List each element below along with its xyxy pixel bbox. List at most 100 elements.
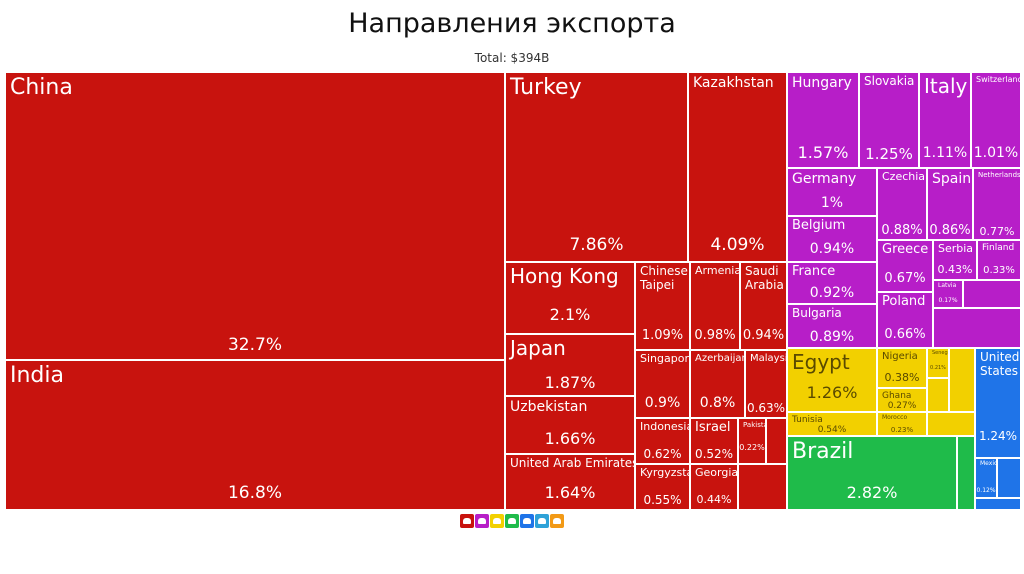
tile-azerbaijan[interactable]: Azerbaijan 0.8% xyxy=(690,350,745,418)
tile-senegal[interactable]: Senegal 0.21% xyxy=(927,348,949,378)
tile-uzbekistan[interactable]: Uzbekistan 1.66% xyxy=(505,396,635,454)
tile-label: Slovakia xyxy=(864,74,915,88)
tile-minor-6[interactable] xyxy=(927,378,949,412)
tile-czechia[interactable]: Czechia 0.88% xyxy=(877,168,927,240)
tile-minor-8[interactable] xyxy=(957,436,975,510)
south-america-icon[interactable] xyxy=(505,514,519,528)
tile-label: Spain xyxy=(932,171,972,187)
tile-label: United Arab Emirates xyxy=(510,456,635,470)
chart-total: Total: $394B xyxy=(474,51,550,65)
tile-value: 0.94% xyxy=(809,241,855,257)
north-america-icon[interactable] xyxy=(520,514,534,528)
tile-label: Greece xyxy=(882,242,929,257)
tile-belgium[interactable]: Belgium 0.94% xyxy=(787,216,877,262)
tile-bulgaria[interactable]: Bulgaria 0.89% xyxy=(787,304,877,348)
tile-label: Armenia xyxy=(695,264,740,277)
tile-value: 0.17% xyxy=(938,297,958,304)
tile-ghana[interactable]: Ghana 0.27% xyxy=(877,388,927,412)
tile-hong-kong[interactable]: Hong Kong 2.1% xyxy=(505,262,635,334)
asia-icon[interactable] xyxy=(460,514,474,528)
tile-label: Italy xyxy=(924,74,968,98)
tile-label: Finland xyxy=(982,243,1015,253)
oceania-icon[interactable] xyxy=(535,514,549,528)
tile-singapore[interactable]: Singapore 0.9% xyxy=(635,350,690,418)
tile-label: Turkey xyxy=(510,75,582,100)
tile-saudi-arabia[interactable]: Saudi Arabia 0.94% xyxy=(740,262,787,350)
tile-label: Czechia xyxy=(882,170,926,183)
tile-value: 0.67% xyxy=(884,271,926,286)
tile-spain[interactable]: Spain 0.86% xyxy=(927,168,973,240)
tile-pakistan[interactable]: Pakistan 0.22% xyxy=(738,418,766,464)
tile-armenia[interactable]: Armenia 0.98% xyxy=(690,262,740,350)
tile-label: France xyxy=(792,264,836,279)
tile-serbia[interactable]: Serbia 0.43% xyxy=(933,240,977,280)
tile-turkey[interactable]: Turkey 7.86% xyxy=(505,72,688,262)
tile-switzerland[interactable]: Switzerland 1.01% xyxy=(971,72,1021,168)
tile-malaysia[interactable]: Malaysia 0.63% xyxy=(745,350,787,418)
tile-united-states[interactable]: United States 1.24% xyxy=(975,348,1021,458)
tile-label: Netherlands xyxy=(978,171,1021,179)
tile-kyrgyzstan[interactable]: Kyrgyzstan 0.55% xyxy=(635,464,690,510)
tile-egypt[interactable]: Egypt 1.26% xyxy=(787,348,877,412)
tile-minor-0[interactable] xyxy=(738,464,787,510)
other-icon[interactable] xyxy=(550,514,564,528)
tile-hungary[interactable]: Hungary 1.57% xyxy=(787,72,859,168)
tile-value: 0.22% xyxy=(739,443,765,452)
tile-value: 0.38% xyxy=(884,371,920,384)
tile-greece[interactable]: Greece 0.67% xyxy=(877,240,933,292)
tile-germany[interactable]: Germany 1% xyxy=(787,168,877,216)
tile-finland[interactable]: Finland 0.33% xyxy=(977,240,1021,280)
tile-kazakhstan[interactable]: Kazakhstan 4.09% xyxy=(688,72,787,262)
tile-nigeria[interactable]: Nigeria 0.38% xyxy=(877,348,927,388)
tile-label: Poland xyxy=(882,294,926,309)
tile-india[interactable]: India 16.8% xyxy=(5,360,505,510)
tile-georgia[interactable]: Georgia 0.44% xyxy=(690,464,738,510)
tile-value: 0.21% xyxy=(930,365,946,371)
tile-value: 0.98% xyxy=(694,328,736,343)
tile-china[interactable]: China 32.7% xyxy=(5,72,505,360)
tile-indonesia[interactable]: Indonesia 0.62% xyxy=(635,418,690,464)
tile-label: Pakistan xyxy=(743,421,765,429)
tile-slovakia[interactable]: Slovakia 1.25% xyxy=(859,72,919,168)
tile-morocco[interactable]: Morocco 0.23% xyxy=(877,412,927,436)
tile-minor-10[interactable] xyxy=(975,498,1021,510)
africa-icon[interactable] xyxy=(490,514,504,528)
tile-minor-4[interactable] xyxy=(933,308,1021,348)
tile-italy[interactable]: Italy 1.11% xyxy=(919,72,971,168)
tile-value: 0.89% xyxy=(809,329,855,345)
tile-value: 0.12% xyxy=(976,487,996,494)
tile-label: Singapore xyxy=(640,352,690,365)
tile-label: Israel xyxy=(695,420,731,435)
tile-label: Nigeria xyxy=(882,351,918,362)
tile-value: 1.64% xyxy=(544,483,596,502)
tile-value: 0.27% xyxy=(887,401,917,411)
tile-minor-5[interactable] xyxy=(949,348,975,412)
tile-value: 2.1% xyxy=(549,305,591,324)
tile-france[interactable]: France 0.92% xyxy=(787,262,877,304)
tile-minor-2[interactable] xyxy=(963,280,1021,308)
tile-minor-7[interactable] xyxy=(927,412,975,436)
tile-label: Uzbekistan xyxy=(510,399,588,415)
tile-chinese-taipei[interactable]: Chinese Taipei 1.09% xyxy=(635,262,690,350)
tile-poland[interactable]: Poland 0.66% xyxy=(877,292,933,348)
tile-tunisia[interactable]: Tunisia 0.54% xyxy=(787,412,877,436)
tile-label: Chinese Taipei xyxy=(640,264,688,292)
tile-minor-1[interactable] xyxy=(766,418,787,464)
europe-icon[interactable] xyxy=(475,514,489,528)
tile-label: Egypt xyxy=(792,350,850,374)
tile-united-arab-emirates[interactable]: United Arab Emirates 1.64% xyxy=(505,454,635,510)
tile-label: India xyxy=(10,363,64,388)
tile-mexico[interactable]: Mexico 0.12% xyxy=(975,458,997,498)
tile-japan[interactable]: Japan 1.87% xyxy=(505,334,635,396)
tile-latvia[interactable]: Latvia 0.17% xyxy=(933,280,963,308)
tile-brazil[interactable]: Brazil 2.82% xyxy=(787,436,957,510)
tile-israel[interactable]: Israel 0.52% xyxy=(690,418,738,464)
tile-value: 16.8% xyxy=(227,483,282,503)
tile-label: Senegal xyxy=(932,350,948,356)
tile-netherlands[interactable]: Netherlands 0.77% xyxy=(973,168,1021,240)
tile-label: Belgium xyxy=(792,218,846,233)
tile-label: Japan xyxy=(510,336,566,360)
tile-value: 0.9% xyxy=(644,395,681,411)
tile-minor-9[interactable] xyxy=(997,458,1021,498)
tile-label: Hong Kong xyxy=(510,264,619,288)
